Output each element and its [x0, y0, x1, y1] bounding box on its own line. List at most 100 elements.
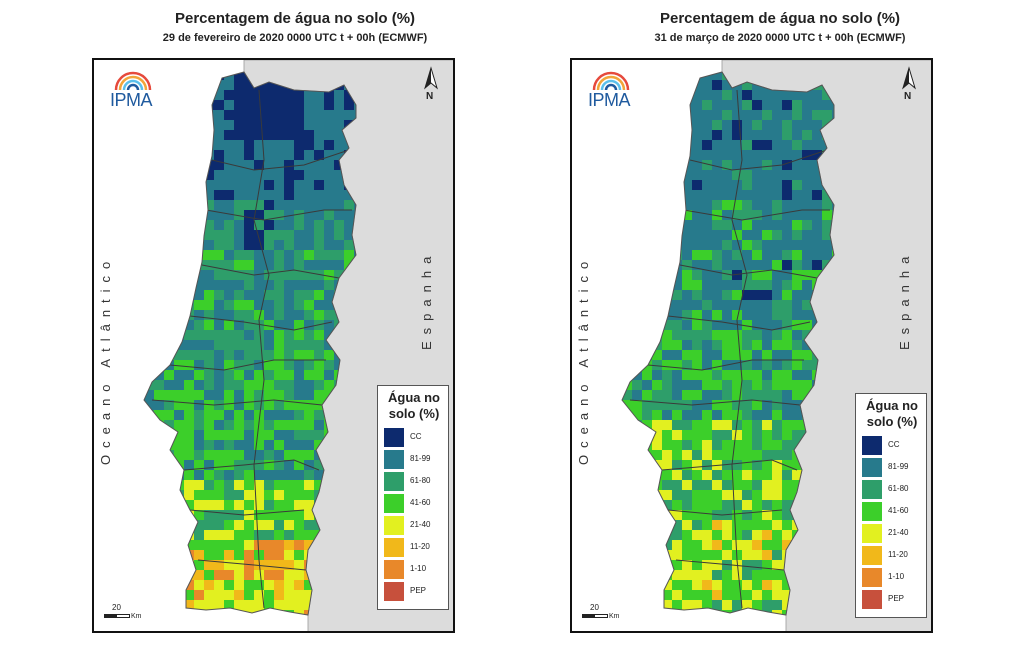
raster-cell [294, 430, 304, 440]
map-title: Percentagem de água no solo (%) [174, 10, 416, 27]
raster-cell [742, 410, 752, 420]
raster-cell [802, 380, 812, 390]
raster-cell [672, 340, 682, 350]
raster-cell [294, 140, 304, 150]
raster-cell [174, 380, 184, 390]
raster-cell [234, 350, 244, 360]
raster-cell [264, 420, 274, 430]
raster-cell [204, 440, 214, 450]
raster-cell [284, 230, 294, 240]
raster-cell [314, 130, 324, 140]
raster-cell [284, 110, 294, 120]
raster-cell [294, 360, 304, 370]
raster-cell [712, 480, 722, 490]
raster-cell [254, 530, 264, 540]
raster-cell [324, 360, 334, 370]
raster-cell [672, 480, 682, 490]
raster-cell [264, 80, 274, 90]
north-arrow: N [421, 66, 441, 106]
raster-cell [772, 350, 782, 360]
raster-cell [354, 200, 356, 210]
raster-cell [284, 170, 294, 180]
raster-cell [274, 450, 284, 460]
raster-cell [762, 410, 772, 420]
raster-cell [264, 380, 274, 390]
raster-cell [194, 580, 204, 590]
raster-cell [344, 210, 354, 220]
raster-cell [712, 550, 722, 560]
raster-cell [702, 310, 712, 320]
raster-cell [264, 310, 274, 320]
raster-cell [682, 590, 692, 600]
raster-cell [702, 390, 712, 400]
raster-cell [284, 400, 294, 410]
district-border [689, 149, 828, 171]
raster-cell [732, 210, 742, 220]
raster-cell [274, 230, 284, 240]
raster-cell [284, 420, 294, 430]
raster-cell [284, 530, 294, 540]
raster-cell [314, 240, 324, 250]
raster-cell [354, 110, 356, 120]
raster-cell [334, 120, 344, 130]
raster-cell [652, 360, 662, 370]
raster-cell [682, 270, 692, 280]
raster-cell [772, 210, 782, 220]
raster-cell [254, 230, 264, 240]
raster-cell [254, 240, 264, 250]
raster-cell [304, 370, 314, 380]
raster-cell [264, 460, 274, 470]
raster-cell [782, 130, 792, 140]
raster-cell [702, 550, 712, 560]
raster-cell [732, 270, 742, 280]
raster-cell [722, 250, 732, 260]
raster-cell [314, 350, 324, 360]
raster-cell [782, 140, 792, 150]
raster-cell [194, 420, 204, 430]
raster-cell [692, 100, 702, 110]
raster-cell [682, 370, 692, 380]
raster-cell [264, 390, 274, 400]
raster-cell [722, 370, 732, 380]
raster-cell [264, 120, 274, 130]
raster-cell [712, 560, 722, 570]
raster-cell [204, 280, 214, 290]
raster-cell [832, 200, 834, 210]
raster-cell [712, 360, 722, 370]
legend-label: PEP [888, 594, 905, 603]
raster-cell [244, 140, 254, 150]
raster-cell [194, 480, 204, 490]
legend-item: 11-20 [862, 546, 924, 566]
raster-cell [214, 490, 224, 500]
raster-cell [214, 280, 224, 290]
raster-cell [254, 290, 264, 300]
raster-cell [274, 550, 284, 560]
raster-cell [204, 550, 214, 560]
raster-cell [314, 330, 324, 340]
raster-cell [274, 340, 284, 350]
raster-cell [264, 500, 274, 510]
raster-cell [702, 540, 712, 550]
raster-cell [254, 330, 264, 340]
legend-label: 81-99 [410, 454, 431, 463]
raster-cell [792, 370, 802, 380]
raster-cell [812, 110, 822, 120]
raster-cell [802, 240, 812, 250]
raster-cell [712, 390, 722, 400]
raster-cell [792, 420, 802, 430]
raster-cell [284, 200, 294, 210]
raster-cell [712, 410, 722, 420]
raster-cell [772, 280, 782, 290]
raster-cell [314, 340, 324, 350]
raster-cell [682, 330, 692, 340]
raster-cell [712, 220, 722, 230]
raster-cell [214, 120, 224, 130]
raster-cell [244, 150, 254, 160]
raster-cell [154, 410, 164, 420]
raster-cell [234, 520, 244, 530]
raster-cell [672, 410, 682, 420]
north-label: N [904, 91, 912, 102]
raster-cell [722, 280, 732, 290]
raster-cell [244, 230, 254, 240]
raster-cell [722, 120, 732, 130]
